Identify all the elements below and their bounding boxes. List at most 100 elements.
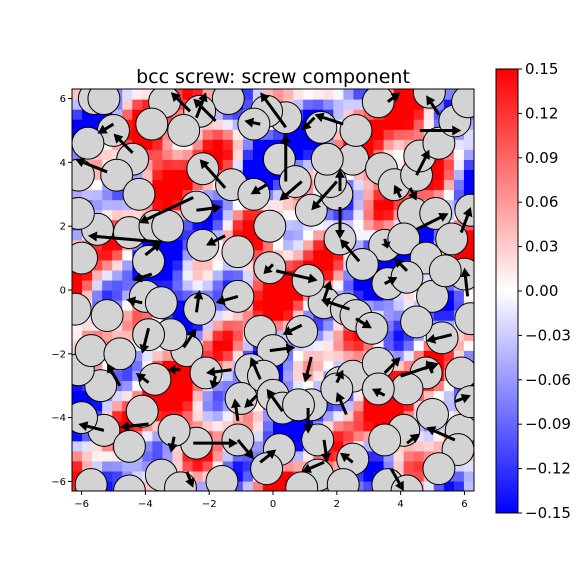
- heatmap-cell: [443, 89, 455, 100]
- heatmap-cell: [172, 239, 184, 251]
- heatmap-cell: [182, 380, 194, 392]
- heatmap-cell: [242, 159, 254, 170]
- heatmap-cell: [403, 450, 415, 462]
- heatmap-cell: [313, 380, 324, 392]
- heatmap-cell: [413, 109, 425, 120]
- heatmap-cell: [333, 430, 344, 442]
- heatmap-cell: [423, 350, 435, 361]
- heatmap-cell: [273, 300, 284, 311]
- heatmap-cell: [212, 380, 224, 392]
- heatmap-cell: [212, 290, 224, 301]
- heatmap-cell: [383, 300, 395, 311]
- heatmap-cell: [242, 219, 254, 231]
- heatmap-cell: [152, 390, 164, 402]
- displacement-arrow: [311, 180, 338, 211]
- heatmap-cell: [403, 119, 415, 130]
- heatmap-cell: [122, 370, 133, 382]
- heatmap-cell: [273, 310, 284, 321]
- heatmap-cell: [373, 119, 385, 130]
- heatmap-cell: [403, 109, 415, 120]
- heatmap-cell: [333, 330, 344, 341]
- heatmap-cell: [463, 149, 474, 160]
- atom-marker: [253, 209, 287, 243]
- atom-marker: [361, 89, 395, 119]
- heatmap-cell: [222, 149, 234, 160]
- heatmap-cell: [252, 149, 264, 160]
- heatmap-cell: [443, 99, 455, 110]
- heatmap-cell: [373, 219, 385, 231]
- heatmap-cell: [162, 159, 174, 170]
- heatmap-cell: [252, 430, 264, 442]
- heatmap-cell: [262, 420, 274, 432]
- heatmap-cell: [283, 370, 294, 382]
- heatmap-cell: [102, 149, 113, 160]
- heatmap-cell: [313, 340, 324, 351]
- heatmap-cell: [373, 129, 385, 140]
- heatmap-cell: [132, 109, 143, 120]
- y-tick-label: 6: [60, 94, 66, 105]
- displacement-arrow: [269, 343, 296, 354]
- heatmap-cell: [192, 89, 204, 100]
- heatmap-cell: [423, 390, 435, 402]
- heatmap-cell: [393, 330, 405, 341]
- heatmap-cell: [232, 139, 244, 150]
- heatmap-cell: [283, 310, 294, 321]
- heatmap-cell: [333, 269, 344, 281]
- heatmap-cell: [303, 450, 314, 462]
- heatmap-cell: [273, 290, 284, 301]
- heatmap-cell: [82, 109, 93, 120]
- atom-marker: [125, 394, 159, 428]
- heatmap-cell: [273, 89, 284, 100]
- heatmap-cell: [232, 320, 244, 331]
- y-tick-label: −6: [51, 477, 66, 488]
- heatmap-cell: [383, 139, 395, 150]
- atom-marker: [428, 254, 462, 288]
- heatmap-cell: [122, 109, 133, 120]
- heatmap-cell: [353, 189, 365, 201]
- heatmap-cell: [152, 159, 164, 170]
- heatmap-cell: [252, 300, 264, 311]
- heatmap-cell: [142, 139, 153, 150]
- heatmap-cell: [232, 310, 244, 321]
- heatmap-cell: [242, 460, 254, 472]
- heatmap-cell: [383, 400, 395, 412]
- heatmap-cell: [102, 400, 113, 412]
- displacement-arrow: [249, 357, 262, 380]
- heatmap-cell: [202, 219, 214, 231]
- heatmap-cell: [222, 320, 234, 331]
- heatmap-cell: [283, 360, 294, 371]
- heatmap-cell: [283, 209, 294, 221]
- heatmap-cell: [162, 139, 174, 150]
- heatmap-cell: [232, 460, 244, 472]
- heatmap-cell: [293, 350, 304, 361]
- heatmap-cell: [242, 420, 254, 432]
- heatmap-cell: [82, 440, 93, 452]
- heatmap-cell: [102, 249, 113, 261]
- heatmap-cell: [463, 350, 474, 361]
- heatmap-cell: [222, 259, 234, 271]
- heatmap-cell: [403, 440, 415, 452]
- heatmap-cell: [433, 189, 445, 201]
- displacement-arrow: [426, 333, 453, 344]
- heatmap-cell: [383, 119, 395, 130]
- heatmap-cell: [463, 470, 474, 482]
- heatmap-cell: [172, 269, 184, 281]
- heatmap-cell: [293, 159, 304, 170]
- heatmap-cell: [122, 209, 133, 221]
- heatmap-cell: [443, 400, 455, 412]
- heatmap-cell: [303, 350, 314, 361]
- heatmap-cell: [363, 179, 375, 191]
- heatmap-cell: [232, 129, 244, 140]
- heatmap-cell: [182, 89, 194, 100]
- heatmap-cell: [363, 460, 375, 472]
- x-tick-label: 6: [461, 499, 467, 510]
- heatmap-cell: [142, 480, 153, 491]
- heatmap-cell: [443, 410, 455, 422]
- displacement-arrow: [170, 92, 192, 113]
- heatmap-cell: [212, 229, 224, 241]
- heatmap-cell: [222, 380, 234, 392]
- heatmap-cell: [72, 229, 83, 241]
- heatmap-cell: [403, 249, 415, 261]
- heatmap-cell: [232, 209, 244, 221]
- heatmap-cell: [212, 340, 224, 351]
